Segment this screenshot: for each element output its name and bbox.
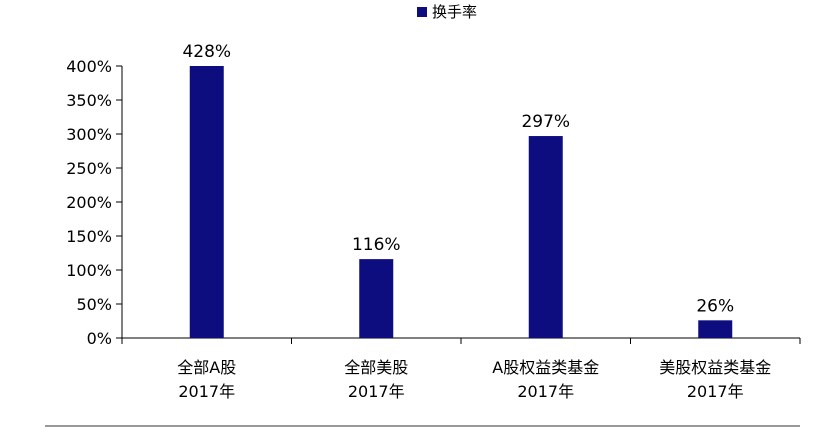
legend-label: 换手率 (432, 3, 477, 21)
data-labels: 428% 116% 297% 26% (182, 42, 734, 316)
x-ticks (121, 338, 801, 344)
category-label: 2017年 (178, 382, 235, 401)
legend: 换手率 (417, 3, 477, 21)
y-tick-label: 400% (66, 57, 112, 76)
y-tick-label: 300% (66, 125, 112, 144)
data-label: 26% (696, 296, 734, 316)
category-label: 全部A股 (177, 358, 236, 377)
y-tick-label: 250% (66, 159, 112, 178)
y-tick-label: 0% (87, 329, 112, 348)
bar (528, 136, 563, 338)
category-label: A股权益类基金 (492, 358, 599, 377)
data-label: 428% (182, 42, 231, 62)
bar (359, 259, 394, 338)
category-label: 2017年 (348, 382, 405, 401)
y-tick-label: 150% (66, 227, 112, 246)
bars (189, 66, 733, 338)
category-label: 美股权益类基金 (659, 358, 771, 377)
y-ticks: 0% 50% 100% 150% 200% 250% 300% 350% 400% (66, 57, 122, 348)
category-label: 2017年 (517, 382, 574, 401)
data-label: 116% (352, 235, 401, 255)
category-label: 2017年 (687, 382, 744, 401)
legend-swatch (417, 7, 427, 17)
bar (698, 320, 733, 338)
y-tick-label: 350% (66, 91, 112, 110)
y-tick-label: 100% (66, 261, 112, 280)
data-label: 297% (521, 112, 570, 132)
category-labels: 全部A股 2017年 全部美股 2017年 A股权益类基金 2017年 美股权益类基金 201… (177, 358, 771, 401)
category-label: 全部美股 (344, 358, 408, 377)
y-tick-label: 200% (66, 193, 112, 212)
bar (189, 66, 224, 338)
y-tick-label: 50% (76, 295, 112, 314)
